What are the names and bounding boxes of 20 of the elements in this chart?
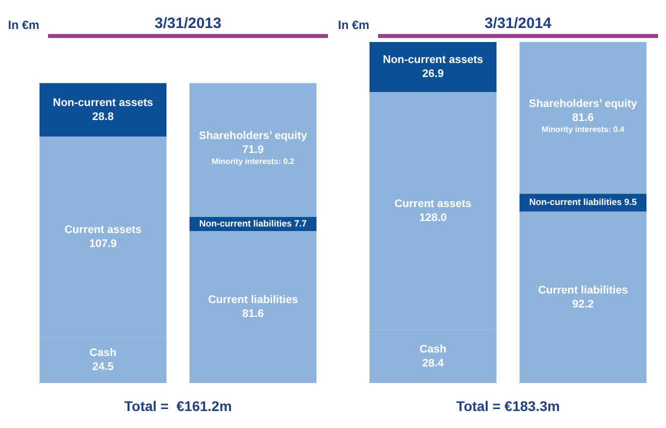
data-label: Non-current liabilities 7.7 [199, 218, 307, 229]
chart-title: 3/31/2014 [378, 15, 658, 38]
data-label: Non-current assets 26.9 [382, 54, 484, 80]
y-axis-title: In €m [338, 18, 370, 34]
data-label: Shareholders’ equity 71.9 [198, 130, 308, 156]
data-label: Non-current assets 28.8 [52, 96, 154, 123]
data-label: Current liabilities 92.2 [538, 284, 628, 310]
annotation: Minority interests: 0.2 [212, 157, 295, 166]
data-label: Current assets 128.0 [394, 198, 472, 224]
data-label: Cash 24.5 [90, 347, 117, 374]
text: Total = €183.3m [456, 398, 560, 414]
text: Total = €161.2m [124, 398, 232, 414]
chart-title: 3/31/2013 [48, 15, 328, 38]
data-label: Current liabilities 81.6 [208, 294, 298, 320]
annotation: Minority interests: 0.4 [542, 125, 625, 134]
data-label: Cash 28.4 [420, 344, 447, 370]
data-label: Current assets 107.9 [64, 224, 142, 250]
data-label: Shareholders’ equity 81.6 [528, 98, 638, 124]
data-label: Non-current liabilities 9.5 [529, 197, 637, 208]
y-axis-title: In €m [8, 18, 40, 34]
